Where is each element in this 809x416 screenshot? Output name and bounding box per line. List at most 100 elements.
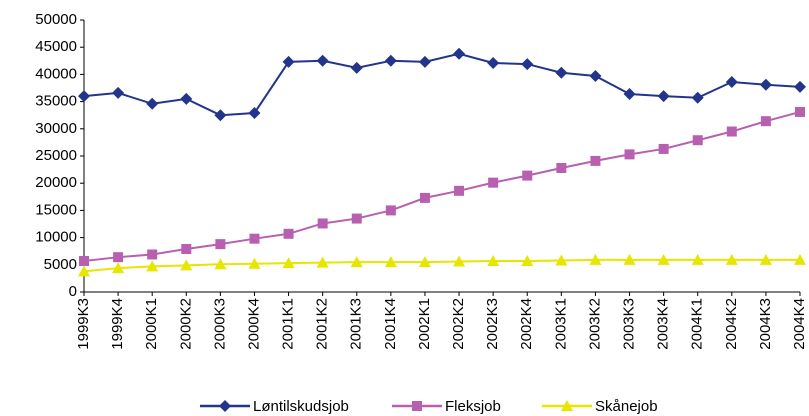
series-line <box>83 258 800 273</box>
legend-label: Fleksjob <box>445 398 501 415</box>
x-tick-label: 2001K1 <box>280 298 297 350</box>
data-point <box>146 97 159 110</box>
x-tick-label: 2003K3 <box>620 298 637 350</box>
data-point <box>556 162 567 173</box>
data-point <box>79 255 89 266</box>
data-point <box>521 254 534 266</box>
y-tick-label: 20000 <box>35 174 77 191</box>
data-point <box>691 91 704 104</box>
data-point <box>180 92 193 105</box>
x-tick-label: 2002K2 <box>450 298 467 350</box>
data-point <box>180 259 193 271</box>
data-point <box>759 78 772 91</box>
data-point <box>418 55 431 68</box>
data-point <box>316 256 329 268</box>
data-point <box>215 239 226 250</box>
data-point <box>590 155 601 166</box>
data-point <box>146 260 159 272</box>
data-point <box>589 70 602 83</box>
data-point <box>795 106 805 117</box>
data-point <box>487 254 500 266</box>
y-tick-label: 25000 <box>35 147 77 164</box>
x-tick-label: 2000K1 <box>143 298 160 350</box>
data-point <box>282 257 295 269</box>
y-tick-label: 50000 <box>35 11 77 28</box>
x-tick-label: 2000K2 <box>177 298 194 350</box>
y-tick-label: 5000 <box>44 256 77 273</box>
legend-label: Skånejob <box>595 398 658 415</box>
x-tick-label: 2000K3 <box>211 298 228 350</box>
y-tick-label: 45000 <box>35 38 77 55</box>
data-point <box>351 213 362 224</box>
data-point <box>760 116 771 127</box>
data-point <box>418 256 431 268</box>
data-point <box>181 244 192 255</box>
data-point <box>726 126 737 137</box>
data-point <box>759 253 772 265</box>
y-tick-label: 10000 <box>35 229 77 246</box>
data-point <box>453 255 466 267</box>
x-tick-label: 2004K1 <box>689 298 706 350</box>
data-point <box>419 192 430 203</box>
x-tick-label: 2001K3 <box>348 298 365 350</box>
y-tick-label: 15000 <box>35 201 77 218</box>
data-point <box>794 80 806 93</box>
data-point <box>624 149 635 160</box>
legend-marker <box>219 400 231 412</box>
legend-label: Løntilskudsjob <box>253 398 349 415</box>
data-point <box>725 253 738 265</box>
data-point <box>623 253 636 265</box>
data-point <box>658 143 669 154</box>
data-point <box>454 185 465 196</box>
legend-marker <box>561 400 573 411</box>
x-tick-label: 2003K2 <box>586 298 603 350</box>
data-point <box>78 90 90 103</box>
x-tick-label: 2004K2 <box>723 298 740 350</box>
x-tick-label: 2002K3 <box>484 298 501 350</box>
x-tick-label: 2002K4 <box>518 298 535 350</box>
y-tick-label: 30000 <box>35 120 77 137</box>
x-tick-label: 2003K4 <box>655 298 672 350</box>
y-tick-label: 35000 <box>35 93 77 110</box>
data-point <box>657 90 670 103</box>
data-point <box>487 56 500 69</box>
data-point <box>283 228 294 239</box>
x-tick-label: 2000K4 <box>245 298 262 350</box>
data-point <box>248 257 261 269</box>
data-point <box>555 66 568 79</box>
data-point <box>112 86 125 99</box>
series-line <box>83 52 801 117</box>
data-point <box>384 54 397 67</box>
data-point <box>623 87 636 100</box>
data-point <box>522 170 533 181</box>
data-point <box>78 265 90 277</box>
data-point <box>384 256 397 268</box>
y-tick-label: 0 <box>69 283 77 300</box>
data-point <box>488 177 499 188</box>
x-tick-label: 2004K3 <box>757 298 774 350</box>
data-point <box>692 135 703 146</box>
x-tick-label: 2001K2 <box>314 298 331 350</box>
data-point <box>248 107 261 120</box>
data-point <box>214 258 227 270</box>
data-point <box>350 61 363 74</box>
legend-marker <box>412 401 422 411</box>
data-point <box>147 249 158 260</box>
data-point <box>317 218 328 229</box>
data-point <box>589 253 602 265</box>
y-tick-label: 40000 <box>35 65 77 82</box>
x-tick-label: 2001K4 <box>382 298 399 350</box>
data-point <box>691 253 704 265</box>
series-line <box>83 110 801 262</box>
x-tick-label: 2004K4 <box>791 298 808 350</box>
data-point <box>555 254 568 266</box>
data-point <box>112 262 125 274</box>
data-point <box>249 233 260 244</box>
data-point <box>725 76 738 89</box>
x-tick-label: 1999K4 <box>109 298 126 350</box>
data-point <box>214 109 227 122</box>
data-point <box>385 205 396 216</box>
x-tick-label: 2003K1 <box>552 298 569 350</box>
data-point <box>282 55 295 68</box>
